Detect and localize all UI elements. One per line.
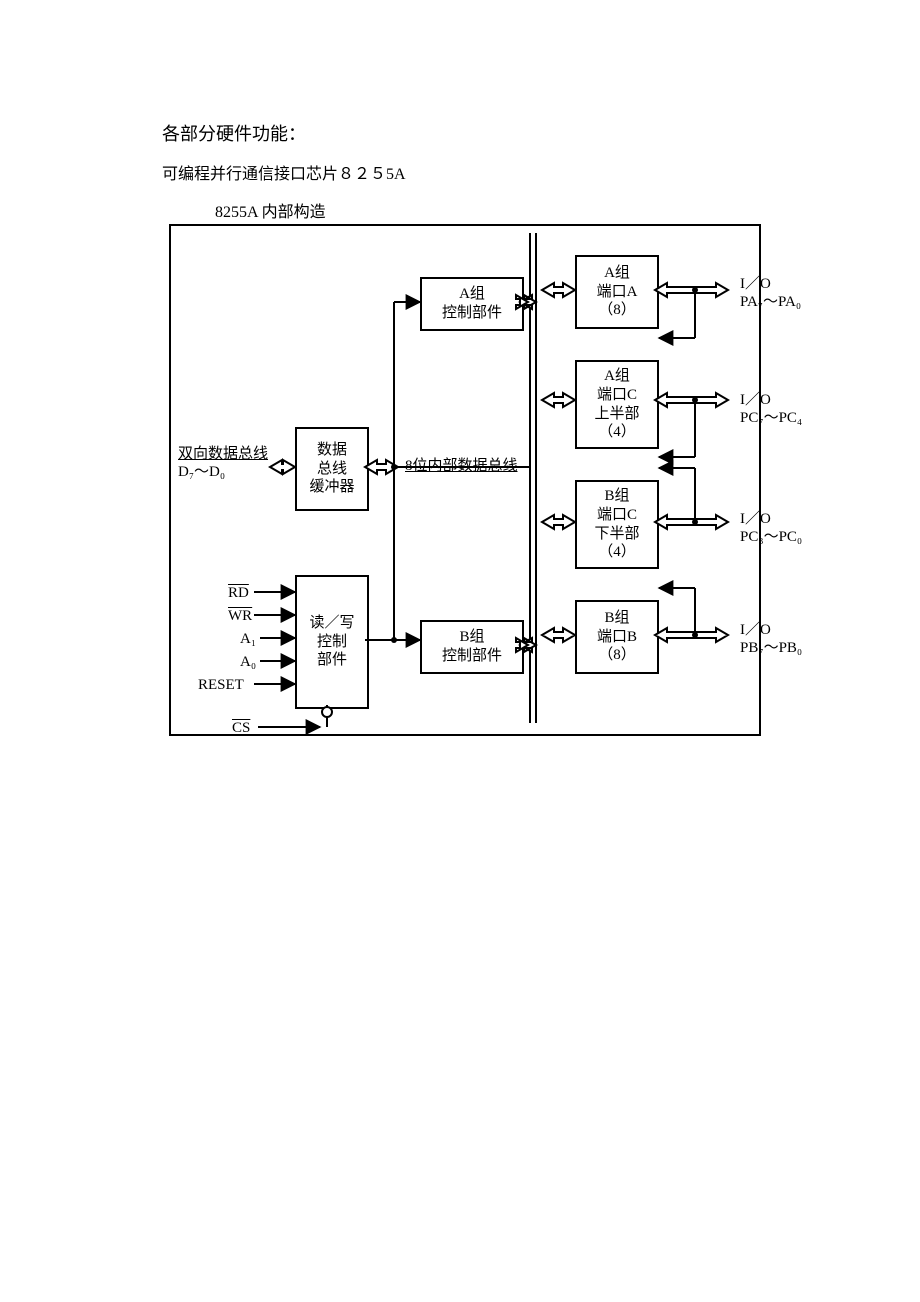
- label-io_a-2: PA₇～PA₀: [740, 290, 801, 311]
- block-text: （4）: [598, 423, 636, 442]
- block-port_a: A组端口A（8）: [575, 255, 659, 329]
- block-port_b: B组端口B（8）: [575, 600, 659, 674]
- heading-3: 8255A 内部构造: [215, 198, 326, 222]
- block-text: 控制部件: [442, 647, 502, 666]
- block-text: 端口C: [597, 506, 637, 525]
- block-port_cl: B组端口C下半部（4）: [575, 480, 659, 569]
- label-internal-bus: 8位内部数据总线: [405, 454, 518, 475]
- label-reset: RESET: [198, 677, 244, 694]
- block-text: （8）: [598, 301, 636, 320]
- block-text: 端口B: [597, 628, 637, 647]
- label-io_b-2: PB₇～PB₀: [740, 636, 802, 657]
- block-text: 读／写: [309, 614, 354, 633]
- block-text: A组: [604, 367, 630, 386]
- label-a0: A₀: [240, 654, 256, 671]
- heading-2: 可编程并行通信接口芯片８２５5A: [162, 160, 406, 184]
- block-text: B组: [604, 487, 629, 506]
- label-io_cu-2: PC₇～PC₄: [740, 406, 802, 427]
- block-text: 控制: [317, 633, 347, 652]
- label-cs: CS: [232, 720, 250, 737]
- block-text: 控制部件: [442, 304, 502, 323]
- block-text: 数据: [317, 441, 347, 460]
- label-a1: A₁: [240, 631, 256, 648]
- label-bidir-bus-2: D₇～D₀: [178, 460, 225, 481]
- block-rw_ctrl: 读／写控制部件: [295, 575, 369, 709]
- block-text: （4）: [598, 543, 636, 562]
- block-text: A组: [459, 285, 485, 304]
- block-text: A组: [604, 264, 630, 283]
- label-io_cl-2: PC₃～PC₀: [740, 525, 802, 546]
- page: 各部分硬件功能： 可编程并行通信接口芯片８２５5A 8255A 内部构造 A组控…: [0, 0, 920, 1302]
- heading-1: 各部分硬件功能：: [162, 120, 306, 146]
- block-port_cu: A组端口C上半部（4）: [575, 360, 659, 449]
- block-b_ctrl: B组控制部件: [420, 620, 524, 674]
- label-wr: WR: [228, 608, 252, 625]
- block-text: 缓冲器: [309, 478, 354, 497]
- block-text: （8）: [598, 646, 636, 665]
- block-text: 端口C: [597, 386, 637, 405]
- block-text: 总线: [317, 460, 347, 479]
- block-text: B组: [604, 609, 629, 628]
- block-text: 上半部: [594, 405, 639, 424]
- block-text: 部件: [317, 651, 347, 670]
- block-text: 下半部: [594, 525, 639, 544]
- block-data_buf: 数据总线缓冲器: [295, 427, 369, 511]
- block-text: 端口A: [597, 283, 638, 302]
- block-a_ctrl: A组控制部件: [420, 277, 524, 331]
- block-text: B组: [459, 628, 484, 647]
- label-rd: RD: [228, 585, 249, 602]
